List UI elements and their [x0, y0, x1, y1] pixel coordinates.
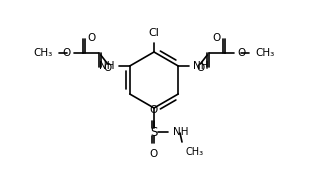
Text: CH₃: CH₃ [33, 48, 53, 58]
Text: O: O [104, 63, 112, 73]
Text: O: O [149, 149, 157, 159]
Text: O: O [237, 48, 245, 58]
Text: O: O [196, 63, 204, 73]
Text: O: O [149, 105, 157, 115]
Text: O: O [212, 33, 220, 43]
Text: NH: NH [173, 127, 188, 137]
Text: O: O [88, 33, 96, 43]
Text: CH₃: CH₃ [186, 147, 204, 157]
Text: NH: NH [99, 61, 115, 71]
Text: CH₃: CH₃ [255, 48, 274, 58]
Text: Cl: Cl [149, 28, 159, 38]
Text: O: O [62, 48, 71, 58]
Text: S: S [150, 125, 158, 139]
Text: NH: NH [193, 61, 209, 71]
